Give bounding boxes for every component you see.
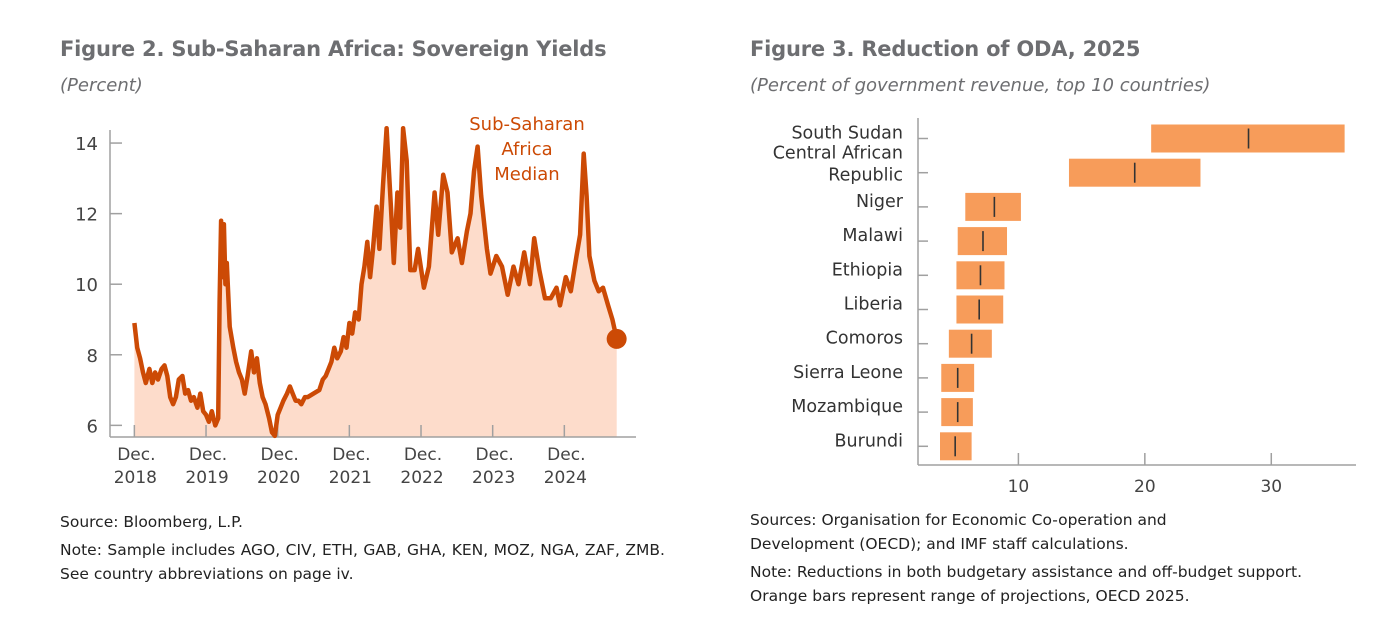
category-label: Niger — [856, 192, 904, 212]
x-tick-label: 10 — [1008, 477, 1030, 497]
y-tick-label: 14 — [75, 134, 98, 155]
x-tick-label: Dec. — [404, 445, 442, 465]
x-tick-label: 20 — [1134, 477, 1156, 497]
range-bar — [965, 192, 1021, 221]
category-label: Comoros — [826, 329, 903, 349]
x-tick-label: 2019 — [185, 468, 228, 488]
x-tick-label: 2024 — [544, 468, 587, 488]
yield-area — [134, 128, 617, 437]
category-label: South Sudan — [791, 124, 903, 144]
yield-line — [132, 125, 619, 439]
category-label: Liberia — [844, 295, 903, 315]
figure2-title: Figure 2. Sub-Saharan Africa: Sovereign … — [60, 37, 607, 61]
x-tick-label: Dec. — [261, 445, 299, 465]
y-tick-label: 12 — [75, 205, 98, 226]
category-label: Burundi — [835, 431, 903, 451]
category-label: Ethiopia — [832, 260, 903, 280]
figure2-source: Source: Bloomberg, L.P. — [60, 513, 243, 531]
category-label: Central African — [773, 144, 903, 164]
y-tick-label: 10 — [75, 275, 98, 296]
category-label: Malawi — [842, 226, 903, 246]
figure3-subtitle: (Percent of government revenue, top 10 c… — [750, 75, 1211, 96]
x-tick-label: Dec. — [332, 445, 370, 465]
figure2-subtitle: (Percent) — [60, 75, 143, 96]
x-tick-label: 30 — [1260, 477, 1282, 497]
x-tick-label: 2023 — [472, 468, 515, 488]
range-bar — [948, 329, 992, 358]
category-label: Sierra Leone — [793, 363, 903, 383]
x-tick-label: Dec. — [189, 445, 227, 465]
category-label: Mozambique — [791, 397, 903, 417]
x-tick-label: 2021 — [329, 468, 372, 488]
x-tick-label: 2020 — [257, 468, 300, 488]
figure3-title: Figure 3. Reduction of ODA, 2025 — [750, 37, 1141, 61]
y-tick-label: 8 — [87, 346, 98, 367]
category-label: Republic — [828, 166, 903, 186]
x-tick-label: 2018 — [114, 468, 157, 488]
figure3-note: Note: Reductions in both budgetary assis… — [750, 563, 1303, 605]
last-point-marker — [606, 328, 627, 349]
x-tick-label: 2022 — [400, 468, 443, 488]
series-annotation: Sub-Saharan — [469, 114, 585, 135]
figure2-note: Note: Sample includes AGO, CIV, ETH, GAB… — [60, 541, 665, 583]
x-tick-label: Dec. — [547, 445, 585, 465]
x-tick-label: Dec. — [476, 445, 514, 465]
series-annotation: Median — [494, 164, 559, 185]
y-tick-label: 6 — [87, 416, 98, 437]
x-tick-label: Dec. — [117, 445, 155, 465]
series-annotation: Africa — [501, 139, 552, 160]
figure3-source: Sources: Organisation for Economic Co-op… — [750, 511, 1167, 553]
